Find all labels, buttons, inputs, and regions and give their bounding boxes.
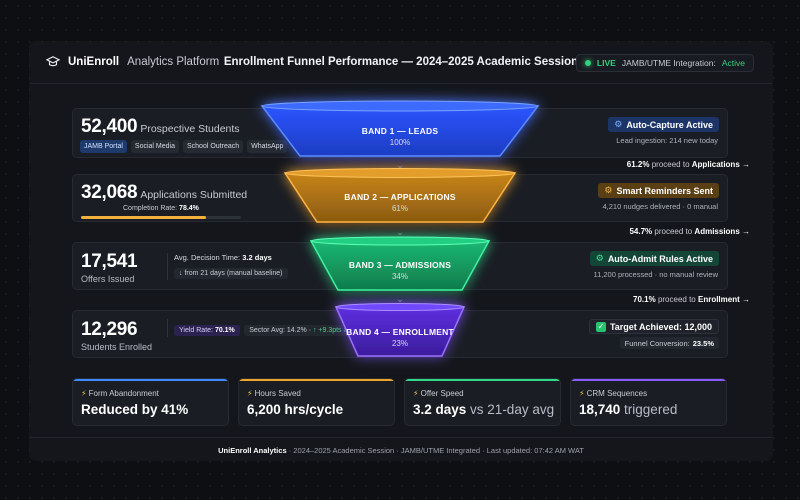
funnel-conversion-pill: Funnel Conversion: 23.5% [619, 337, 719, 349]
live-label: LIVE [596, 58, 616, 68]
integration-status: Active [721, 58, 745, 68]
brand[interactable]: UniEnroll Analytics Platform [46, 55, 219, 69]
card-accent [405, 379, 560, 381]
lead-source-chips: JAMB Portal Social Media School Outreach… [80, 140, 288, 153]
auto-capture-label: Auto-Capture Active [626, 119, 713, 130]
auto-admit-label: Auto-Admit Rules Active [607, 253, 713, 264]
reminder-icon: ⚙ [604, 185, 613, 195]
gear-icon: ⚙ [614, 119, 623, 129]
auto-admit-status[interactable]: ⚙ Auto-Admit Rules Active [589, 251, 719, 266]
brand-name: UniEnroll [68, 56, 120, 68]
band2-value: 32,068 Applications Submitted [81, 182, 248, 203]
lightning-icon: ⚡ [247, 389, 253, 398]
live-dot-icon [584, 60, 591, 66]
band4-value: 12,296 [81, 319, 138, 340]
card-label: ⚡ CRM Sequences [579, 389, 648, 398]
band2-unit: Applications Submitted [140, 189, 248, 201]
card-label: ⚡ Form Abandonment [81, 389, 159, 398]
auto-capture-status[interactable]: ⚙ Auto-Capture Active [608, 117, 719, 132]
band1-proceed-pct: 61.2% [626, 160, 650, 169]
page-title: Enrollment Funnel Performance — 2024–202… [223, 56, 579, 68]
funnel-band3-pct: 34% [391, 272, 408, 281]
checkmark-icon: ✓ [595, 321, 606, 332]
card-label: ⚡ Hours Saved [247, 389, 301, 398]
card-label: ⚡ Offer Speed [413, 389, 464, 398]
card-accent [73, 379, 228, 381]
band1-unit: Prospective Students [140, 123, 240, 135]
completion-progress-fill [81, 216, 207, 219]
card-accent [239, 379, 394, 381]
chevron-down-icon: ⌄ [396, 160, 404, 170]
band2-proceed-text: proceed to [654, 227, 693, 236]
completion-rate-value: 78.4% [179, 205, 199, 212]
band3-sub: Offers Issued [81, 274, 135, 284]
band4-sub: Students Enrolled [81, 342, 153, 352]
lightning-icon: ⚡ [81, 389, 87, 398]
footer: UniEnroll Analytics · 2024–2025 Academic… [30, 437, 772, 460]
band2-proceed-target: Admissions → [694, 227, 750, 236]
chevron-down-icon: ⌄ [396, 294, 404, 304]
card-accent [571, 379, 726, 381]
baseline-pill: ↓ from 21 days (manual baseline) [174, 268, 288, 279]
integration-status-badge[interactable]: LIVE JAMB/UTME Integration: Active [575, 54, 754, 72]
card-offer-speed[interactable]: ⚡ Offer Speed 3.2 days vs 21-day avg [404, 378, 561, 426]
chip-school-outreach[interactable]: School Outreach [182, 140, 244, 153]
completion-progress-bar [81, 216, 241, 219]
funnel-band2-label: BAND 2 — APPLICATIONS [344, 192, 456, 202]
chip-jamb-portal[interactable]: JAMB Portal [80, 140, 127, 153]
yield-rate-pill: Yield Rate: 70.1% [174, 325, 240, 336]
band3-proceed-text: proceed to [657, 295, 696, 304]
chip-social-media[interactable]: Social Media [130, 140, 179, 153]
band3-proceed-target: Enrollment → [697, 295, 750, 304]
band3-value: 17,541 [81, 251, 138, 272]
band1-proceed-text: proceed to [651, 160, 690, 169]
card-value: 18,740 triggered [579, 402, 678, 417]
nudges-text: 4,210 nudges delivered · 0 manual [602, 202, 719, 211]
card-hours-saved[interactable]: ⚡ Hours Saved 6,200 hrs/cycle [238, 378, 395, 426]
footer-text: · 2024–2025 Academic Session · JAMB/UTME… [288, 446, 584, 455]
chip-whatsapp[interactable]: WhatsApp [247, 140, 288, 153]
funnel-band4-label: BAND 4 — ENROLLMENT [346, 327, 454, 337]
funnel-band4-pct: 23% [391, 339, 408, 348]
card-value: 3.2 days vs 21-day avg [413, 402, 555, 417]
chevron-down-icon: ⌄ [396, 227, 404, 237]
band3-proceed: 70.1% proceed to Enrollment → [633, 295, 750, 304]
target-achieved-label: Target Achieved: 12,000 [609, 321, 712, 332]
lead-ingestion-text: Lead ingestion: 214 new today [616, 136, 718, 145]
card-crm-sequences[interactable]: ⚡ CRM Sequences 18,740 triggered [570, 378, 727, 426]
funnel-band1-label: BAND 1 — LEADS [361, 126, 439, 136]
brand-subtitle: Analytics Platform [127, 56, 220, 68]
target-achieved-status[interactable]: ✓ Target Achieved: 12,000 [588, 319, 719, 334]
rules-icon: ⚙ [595, 253, 604, 263]
funnel-band1-pct: 100% [389, 138, 411, 147]
integration-label: JAMB/UTME Integration: [621, 58, 716, 68]
graduation-cap-icon [46, 56, 60, 67]
card-value: 6,200 hrs/cycle [247, 402, 344, 417]
decision-time: Avg. Decision Time: 3.2 days [174, 253, 272, 262]
card-value: Reduced by 41% [81, 402, 189, 417]
funnel-band3-label: BAND 3 — ADMISSIONS [348, 260, 452, 270]
band2-proceed-pct: 54.7% [629, 227, 653, 236]
funnel-band2-pct: 61% [391, 204, 408, 213]
smart-reminders-label: Smart Reminders Sent [616, 185, 713, 196]
footer-brand: UniEnroll Analytics [218, 446, 287, 455]
smart-reminders-status[interactable]: ⚙ Smart Reminders Sent [598, 183, 719, 198]
lightning-icon: ⚡ [413, 389, 419, 398]
card-form-abandonment[interactable]: ⚡ Form Abandonment Reduced by 41% [72, 378, 229, 426]
band1-value: 52,400 Prospective Students [81, 116, 240, 137]
band1-proceed: 61.2% proceed to Applications → [627, 160, 750, 169]
processed-text: 11,200 processed · no manual review [593, 270, 718, 279]
header: UniEnroll Analytics Platform Enrollment … [30, 42, 772, 84]
band1-proceed-target: Applications → [691, 160, 750, 169]
lightning-icon: ⚡ [579, 389, 585, 398]
completion-rate-label: Completion Rate: 78.4% [123, 205, 199, 212]
decision-time-box: Avg. Decision Time: 3.2 days ↓ from 21 d… [167, 253, 288, 280]
band3-proceed-pct: 70.1% [633, 295, 656, 304]
band2-proceed: 54.7% proceed to Admissions → [629, 227, 750, 236]
